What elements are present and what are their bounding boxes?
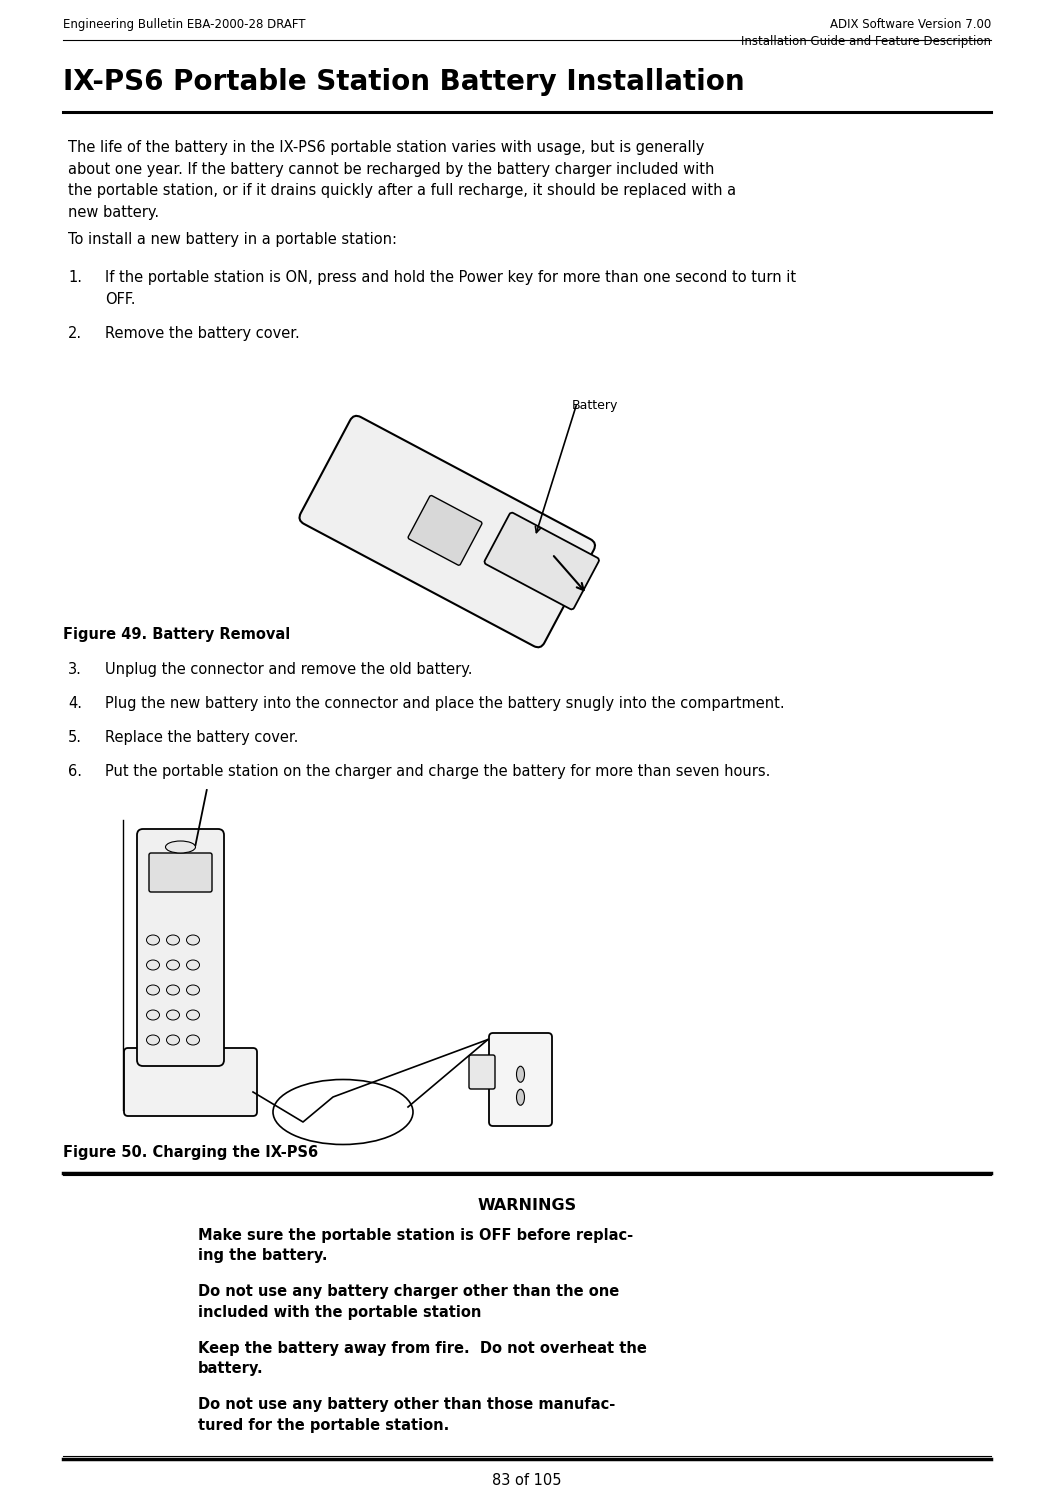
- Text: 4.: 4.: [69, 696, 82, 711]
- Text: If the portable station is ON, press and hold the Power key for more than one se: If the portable station is ON, press and…: [105, 270, 796, 285]
- Text: Keep the battery away from fire.  Do not overheat the
battery.: Keep the battery away from fire. Do not …: [198, 1340, 647, 1376]
- Text: 6.: 6.: [69, 764, 82, 779]
- Text: Figure 50. Charging the IX-PS6: Figure 50. Charging the IX-PS6: [63, 1145, 318, 1160]
- Text: 1.: 1.: [69, 270, 82, 285]
- Ellipse shape: [147, 961, 159, 970]
- Ellipse shape: [167, 935, 179, 946]
- Ellipse shape: [187, 1036, 199, 1045]
- FancyBboxPatch shape: [137, 829, 225, 1066]
- Text: WARNINGS: WARNINGS: [477, 1198, 577, 1213]
- Text: Unplug the connector and remove the old battery.: Unplug the connector and remove the old …: [105, 662, 472, 677]
- Ellipse shape: [187, 935, 199, 946]
- Text: OFF.: OFF.: [105, 293, 136, 308]
- Ellipse shape: [165, 841, 195, 853]
- Ellipse shape: [187, 1010, 199, 1021]
- FancyBboxPatch shape: [408, 495, 482, 566]
- Ellipse shape: [516, 1090, 525, 1105]
- Ellipse shape: [167, 1010, 179, 1021]
- Ellipse shape: [147, 935, 159, 946]
- Text: Battery: Battery: [572, 399, 619, 411]
- Text: Make sure the portable station is OFF before replac-
ing the battery.: Make sure the portable station is OFF be…: [198, 1228, 633, 1264]
- Text: 3.: 3.: [69, 662, 82, 677]
- Text: Engineering Bulletin EBA-2000-28 DRAFT: Engineering Bulletin EBA-2000-28 DRAFT: [63, 18, 306, 32]
- Ellipse shape: [187, 985, 199, 995]
- Ellipse shape: [167, 985, 179, 995]
- Text: Put the portable station on the charger and charge the battery for more than sev: Put the portable station on the charger …: [105, 764, 770, 779]
- Text: 2.: 2.: [69, 326, 82, 341]
- Text: Installation Guide and Feature Description: Installation Guide and Feature Descripti…: [741, 36, 991, 48]
- Ellipse shape: [147, 1010, 159, 1021]
- Text: The life of the battery in the IX-PS6 portable station varies with usage, but is: The life of the battery in the IX-PS6 po…: [69, 140, 736, 219]
- Text: Figure 49. Battery Removal: Figure 49. Battery Removal: [63, 627, 290, 642]
- Text: Remove the battery cover.: Remove the battery cover.: [105, 326, 299, 341]
- Text: Replace the battery cover.: Replace the battery cover.: [105, 729, 298, 744]
- Ellipse shape: [147, 1036, 159, 1045]
- Text: Do not use any battery other than those manufac-
tured for the portable station.: Do not use any battery other than those …: [198, 1397, 616, 1433]
- FancyBboxPatch shape: [489, 1033, 552, 1126]
- Ellipse shape: [167, 1036, 179, 1045]
- Text: 83 of 105: 83 of 105: [492, 1472, 562, 1487]
- Ellipse shape: [516, 1066, 525, 1082]
- FancyBboxPatch shape: [299, 416, 596, 647]
- Ellipse shape: [147, 985, 159, 995]
- FancyBboxPatch shape: [485, 513, 599, 609]
- Text: 5.: 5.: [69, 729, 82, 744]
- FancyBboxPatch shape: [124, 1048, 257, 1117]
- Ellipse shape: [167, 961, 179, 970]
- Ellipse shape: [187, 961, 199, 970]
- Text: IX-PS6 Portable Station Battery Installation: IX-PS6 Portable Station Battery Installa…: [63, 68, 744, 96]
- Text: Do not use any battery charger other than the one
included with the portable sta: Do not use any battery charger other tha…: [198, 1285, 620, 1319]
- Text: To install a new battery in a portable station:: To install a new battery in a portable s…: [69, 233, 397, 248]
- Text: Plug the new battery into the connector and place the battery snugly into the co: Plug the new battery into the connector …: [105, 696, 784, 711]
- Text: ADIX Software Version 7.00: ADIX Software Version 7.00: [829, 18, 991, 32]
- FancyBboxPatch shape: [469, 1055, 495, 1090]
- FancyBboxPatch shape: [149, 853, 212, 892]
